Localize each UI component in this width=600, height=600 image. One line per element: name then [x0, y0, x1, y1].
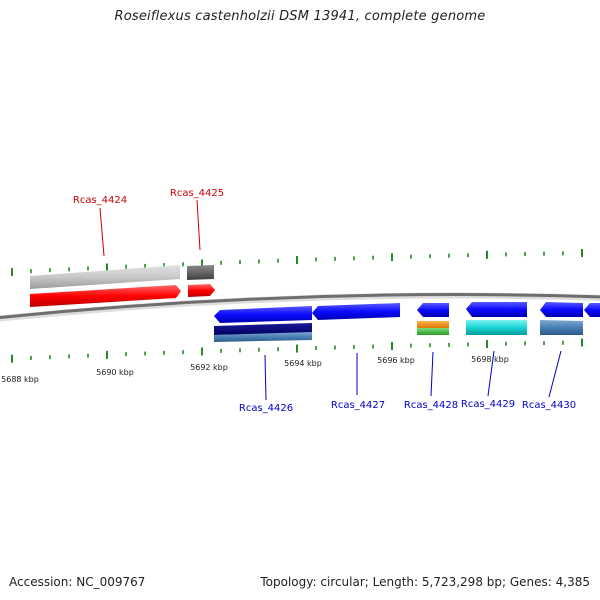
gene-arrow-partial[interactable]: [584, 303, 600, 317]
forward-genes: [30, 265, 215, 307]
gene-arrow-rcas-4425-shadow[interactable]: [187, 265, 214, 280]
gene-arrow-rcas-4430[interactable]: [540, 302, 583, 317]
gene-bar-rcas-4429[interactable]: [466, 320, 527, 335]
reverse-callouts: [264, 350, 562, 401]
gene-arrow-rcas-4427[interactable]: [312, 303, 400, 320]
gene-labels: Rcas_4424 Rcas_4425 Rcas_4426 Rcas_4427 …: [73, 188, 576, 414]
gene-label-rcas-4427[interactable]: Rcas_4427: [331, 400, 385, 411]
tick-label: 5698 kbp: [471, 355, 509, 364]
forward-callouts: [99, 199, 201, 257]
gene-label-rcas-4428[interactable]: Rcas_4428: [404, 400, 458, 411]
gene-arrow-rcas-4425[interactable]: [188, 284, 215, 297]
genome-info-label: Topology: circular; Length: 5,723,298 bp…: [260, 575, 590, 589]
reverse-genes: [214, 302, 600, 342]
tick-label: 5688 kbp: [1, 375, 39, 384]
gene-arrow-rcas-4424-shadow[interactable]: [30, 265, 180, 289]
genome-backbone-core: [0, 293, 600, 320]
gene-label-rcas-4430[interactable]: Rcas_4430: [522, 400, 576, 411]
tick-label: 5690 kbp: [96, 368, 134, 377]
gene-arrow-rcas-4424[interactable]: [30, 285, 181, 307]
gene-label-rcas-4424[interactable]: Rcas_4424: [73, 195, 127, 206]
gene-label-rcas-4426[interactable]: Rcas_4426: [239, 403, 293, 414]
gene-bar-rcas-4426-b[interactable]: [214, 332, 312, 342]
gene-label-rcas-4425[interactable]: Rcas_4425: [170, 188, 224, 199]
gene-bar-rcas-4428-a[interactable]: [417, 321, 449, 328]
axis-tick-labels: 5688 kbp 5690 kbp 5692 kbp 5694 kbp 5696…: [1, 355, 509, 384]
gene-arrow-rcas-4428[interactable]: [417, 303, 449, 317]
gene-label-rcas-4429[interactable]: Rcas_4429: [461, 399, 515, 410]
genome-title: Roseiflexus castenholzii DSM 13941, comp…: [114, 9, 486, 24]
accession-label: Accession: NC_009767: [9, 575, 146, 589]
tick-label: 5694 kbp: [284, 359, 322, 368]
gene-arrow-rcas-4429[interactable]: [466, 302, 527, 317]
reverse-strand-ticks: [11, 338, 583, 363]
tick-label: 5692 kbp: [190, 363, 228, 372]
gene-bar-rcas-4430[interactable]: [540, 320, 583, 335]
gene-bar-rcas-4428-b[interactable]: [417, 328, 449, 335]
gene-bar-rcas-4426-a[interactable]: [214, 323, 312, 335]
gene-arrow-rcas-4426[interactable]: [214, 306, 312, 323]
tick-label: 5696 kbp: [377, 356, 415, 365]
